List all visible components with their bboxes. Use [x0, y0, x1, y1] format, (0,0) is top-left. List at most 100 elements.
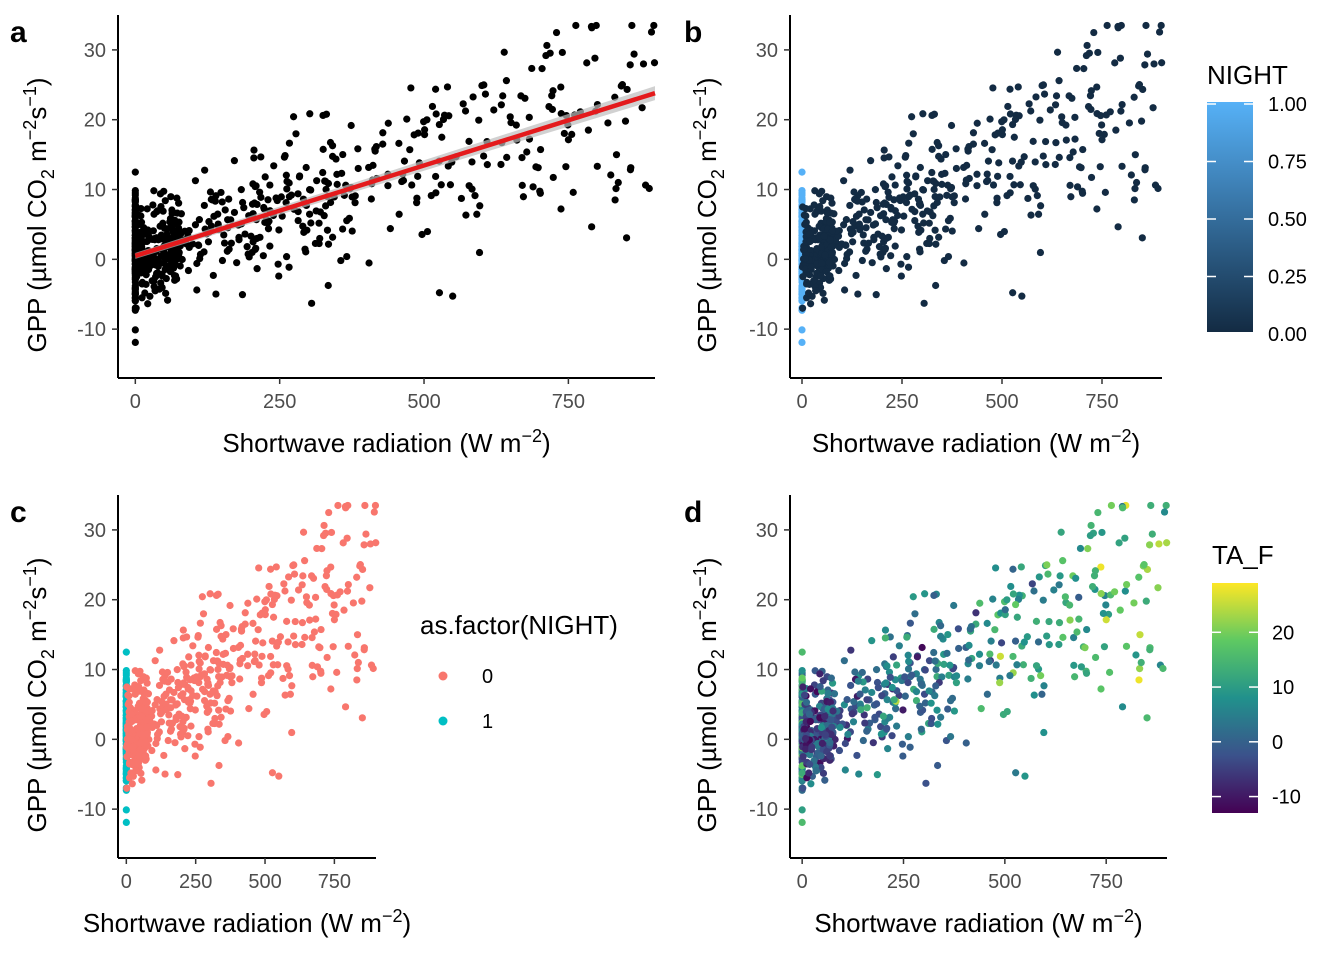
data-point [806, 237, 814, 246]
data-point [249, 619, 257, 627]
data-point [244, 599, 252, 607]
data-point [323, 226, 332, 234]
data-point [413, 199, 421, 207]
data-point [1027, 107, 1035, 115]
data-point [163, 225, 171, 233]
x-axis-label-d: Shortwave radiation (W m−2) [814, 906, 1142, 938]
data-point [131, 296, 139, 304]
data-point [1159, 664, 1167, 673]
data-point [1036, 248, 1045, 257]
data-point [257, 193, 265, 201]
data-point [849, 238, 857, 246]
data-point [1095, 129, 1103, 138]
x-tick-label: 750 [1090, 871, 1123, 893]
data-point [1050, 586, 1058, 594]
data-point [203, 702, 211, 710]
data-point [518, 153, 526, 162]
data-point [369, 664, 377, 673]
data-point [882, 679, 890, 687]
data-point [157, 202, 165, 211]
data-point [334, 501, 342, 510]
data-point [1086, 92, 1095, 100]
data-point [301, 633, 309, 641]
panel-b-tag: b [684, 16, 702, 49]
data-point [267, 652, 275, 661]
x-tick-label: 750 [318, 871, 351, 893]
data-point [1121, 534, 1129, 542]
data-point [206, 188, 215, 196]
data-point [821, 776, 829, 784]
data-point [1001, 606, 1009, 614]
data-point [338, 169, 346, 177]
data-point [212, 591, 221, 600]
data-point [237, 186, 245, 194]
data-point [823, 209, 832, 218]
data-point [905, 657, 913, 666]
data-point [850, 698, 858, 706]
y-tick-label: -10 [77, 799, 106, 821]
data-point [904, 665, 913, 673]
data-point [868, 637, 876, 645]
data-point [944, 217, 953, 225]
data-point [557, 83, 565, 91]
data-point [312, 615, 320, 623]
legend-night-colorbar [1207, 102, 1253, 332]
data-point [1008, 157, 1017, 165]
data-point [1136, 631, 1144, 639]
data-point [250, 154, 258, 162]
legend-factor-title: as.factor(NIGHT) [420, 610, 618, 640]
data-point [650, 21, 658, 30]
data-point [917, 725, 925, 733]
data-point [141, 256, 150, 264]
data-point [934, 720, 942, 728]
data-point [204, 643, 213, 652]
data-point [176, 262, 184, 270]
data-point [1037, 202, 1045, 210]
data-point [862, 216, 870, 224]
data-point [164, 251, 173, 259]
y-tick-label: -10 [749, 799, 778, 821]
data-point [552, 28, 561, 37]
data-point [898, 740, 907, 748]
data-point [518, 181, 526, 189]
data-point [469, 93, 477, 101]
data-point [168, 209, 176, 218]
data-point [1146, 646, 1154, 654]
data-point [816, 670, 824, 678]
x-tick-label: 750 [1085, 391, 1118, 413]
data-point [156, 222, 164, 230]
data-point [922, 779, 930, 787]
data-point [309, 574, 318, 582]
data-point [841, 766, 849, 774]
data-point [925, 687, 933, 695]
data-point [962, 739, 970, 747]
data-point [312, 207, 320, 215]
data-point [1114, 24, 1122, 32]
legend-ta-f-tick-label: 0 [1272, 732, 1283, 754]
data-point [860, 711, 868, 719]
data-point [265, 582, 273, 591]
data-point [827, 730, 835, 738]
x-tick-label: 0 [796, 391, 807, 413]
data-point [944, 252, 953, 261]
data-point [828, 723, 836, 731]
data-point [916, 702, 924, 710]
data-point [825, 272, 833, 280]
data-point [1142, 597, 1150, 605]
data-point [944, 630, 952, 639]
data-point [1045, 641, 1053, 649]
data-point [992, 661, 1000, 669]
data-point [878, 232, 886, 240]
data-point [1013, 661, 1021, 669]
data-point [882, 182, 890, 190]
data-point [129, 743, 137, 751]
data-point [543, 41, 551, 50]
data-point [1019, 661, 1027, 669]
data-point [1051, 101, 1060, 109]
data-point [132, 767, 140, 775]
data-point [799, 273, 807, 281]
data-point [175, 227, 183, 235]
data-point [315, 219, 323, 227]
data-point [1086, 531, 1095, 540]
data-point [170, 637, 178, 645]
